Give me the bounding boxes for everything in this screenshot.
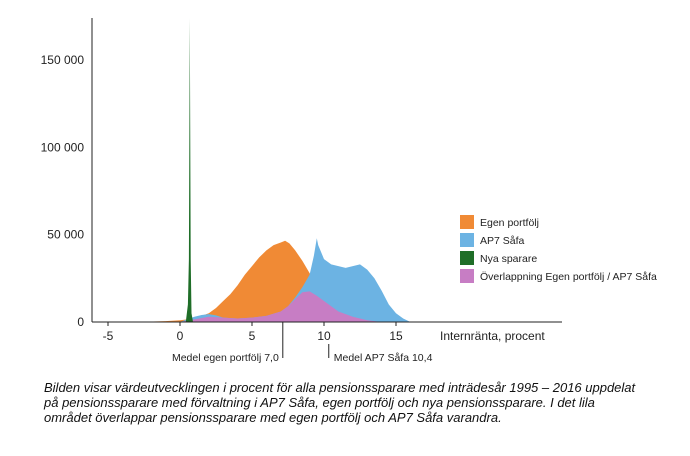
legend-swatch [460,269,474,283]
legend-label: Egen portfölj [480,217,539,229]
legend-label: Nya sparare [480,253,537,265]
legend-swatch [460,251,474,265]
legend-swatch [460,215,474,229]
mean-label-ap7: Medel AP7 Såfa 10,4 [334,352,433,364]
y-tick-label: 100 000 [41,140,85,154]
chart-areas [136,18,411,322]
chart-legend: Egen portfölj AP7 Såfa Nya sparare Överlapp… [460,215,657,283]
x-axis-label: Internränta, procent [440,329,545,343]
series-area-ap7-s-fa [180,238,411,322]
x-tick-label: 10 [317,329,331,343]
legend-swatch [460,233,474,247]
series-area-nya-sparare [185,18,193,322]
x-tick-label: 5 [249,329,256,343]
x-tick-label: 0 [177,329,184,343]
legend-label: AP7 Såfa [480,235,525,247]
legend-label: Överlappning Egen portfölj / AP7 Såfa [480,271,657,283]
y-tick-label: 150 000 [41,53,85,67]
x-tick-label: -5 [103,329,114,343]
chart: 0 50 000 100 000 150 000 -5 0 5 10 15 Internränta… [41,18,657,364]
chart-axes: 0 50 000 100 000 150 000 -5 0 5 10 15 Internränta… [41,18,562,343]
y-tick-label: 0 [77,315,84,329]
chart-annotations: Medel egen portfölj 7,0 Medel AP7 Såfa 10… [172,322,433,364]
mean-label-egen: Medel egen portfölj 7,0 [172,352,279,364]
y-tick-label: 50 000 [47,228,84,242]
series-area--verlappning-egen-portf-lj-ap7-s-fa [180,291,382,322]
figure-caption: Bilden visar värdeutvecklingen i procent… [44,380,636,425]
x-tick-label: 15 [389,329,403,343]
